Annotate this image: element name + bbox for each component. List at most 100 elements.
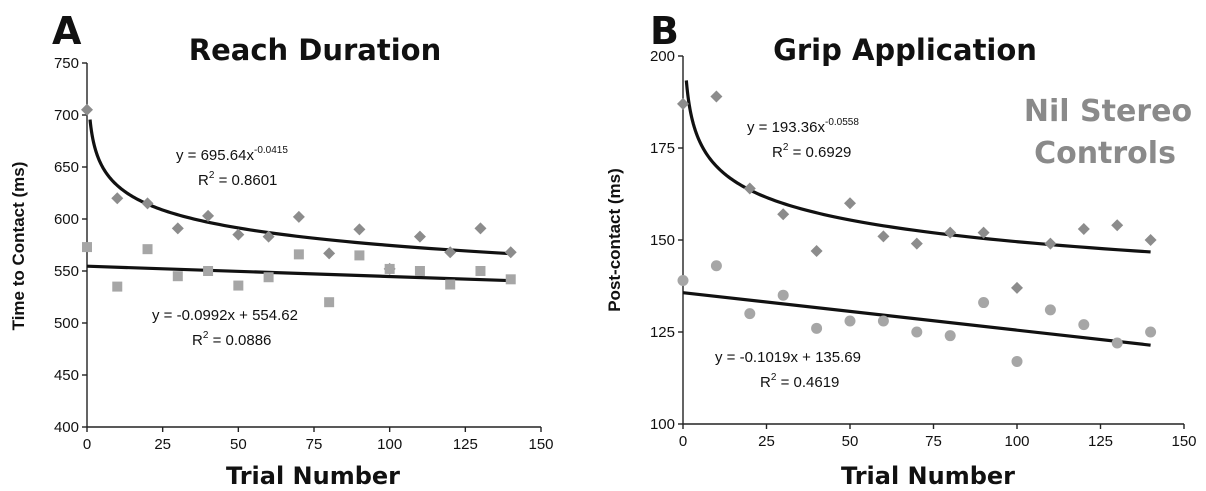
x-tick-label: 125 (1088, 433, 1113, 450)
data-point-diamond (171, 222, 184, 235)
x-tick-label: 50 (842, 433, 859, 450)
data-point-diamond (944, 226, 957, 239)
trendline-series-1 (684, 80, 1151, 254)
data-point-circle (677, 274, 689, 286)
r-squared-text-series-1: R2 = 0.8601 (198, 170, 277, 189)
data-point-square (324, 297, 335, 308)
data-point-circle (844, 315, 856, 327)
data-point-circle (944, 330, 956, 342)
data-points (81, 103, 517, 308)
x-tick-label: 100 (377, 436, 402, 453)
equation-base: y = -0.0992x + 554.62 (152, 307, 298, 324)
data-point-diamond (323, 247, 336, 260)
data-point-diamond (202, 209, 215, 222)
x-tick-label: 75 (925, 433, 942, 450)
r-squared-value: = 0.0886 (208, 332, 271, 349)
data-point-circle (744, 308, 756, 320)
y-tick-label: 100 (650, 416, 675, 433)
data-point-circle (1044, 304, 1056, 316)
trendline-series-2 (682, 291, 1151, 347)
y-tick-label: 200 (650, 48, 675, 65)
data-point-square (172, 271, 183, 282)
data-point-diamond (262, 230, 275, 243)
data-point-circle (1111, 337, 1123, 349)
data-point-square (203, 266, 214, 276)
equation-exponent: -0.0558 (825, 117, 859, 128)
data-point-square (414, 266, 425, 276)
trendline-series-2 (86, 264, 511, 283)
trendlines (86, 119, 511, 283)
r-squared-label: R (192, 332, 203, 349)
panel-b: B Grip Application Trial Number Post-con… (605, 9, 1197, 490)
data-point-diamond (710, 90, 723, 103)
data-point-diamond (1011, 281, 1023, 294)
data-point-square (112, 281, 123, 292)
x-tick-label: 25 (758, 433, 775, 450)
r-squared-label: R (198, 172, 209, 189)
equation-base: y = 193.36x (747, 119, 825, 136)
data-point-diamond (844, 197, 856, 210)
x-tick-label: 0 (83, 436, 91, 453)
data-point-square (445, 279, 456, 290)
data-point-square (354, 250, 365, 261)
r-squared-exponent: 2 (783, 142, 789, 153)
data-point-square (233, 280, 244, 291)
equation-text-series-1: y = 193.36x-0.0558 (747, 117, 859, 136)
data-point-diamond (977, 226, 990, 239)
data-point-square (384, 263, 395, 274)
equation-base: y = -0.1019x + 135.69 (715, 349, 861, 366)
r-squared-value: = 0.4619 (776, 374, 839, 391)
data-point-diamond (1044, 237, 1057, 250)
data-point-diamond (810, 245, 823, 258)
data-point-circle (811, 322, 823, 334)
data-point-diamond (910, 237, 923, 250)
equation-text-series-1: y = 695.64x-0.0415 (176, 145, 288, 164)
r-squared-label: R (760, 374, 771, 391)
annotation-line-1: Nil Stereo (1024, 94, 1192, 129)
data-point-diamond (1111, 219, 1124, 232)
data-point-circle (1078, 319, 1090, 331)
y-tick-label: 500 (54, 315, 79, 332)
equation-base: y = 695.64x (176, 147, 254, 164)
data-point-square (293, 249, 304, 260)
r-squared-label: R (772, 144, 783, 161)
chart-title: Grip Application (773, 33, 1037, 67)
y-tick-label: 750 (54, 55, 79, 72)
data-point-circle (877, 315, 889, 327)
data-point-square (475, 266, 486, 276)
data-point-square (263, 272, 274, 283)
data-point-diamond (141, 197, 154, 210)
y-tick-label: 600 (54, 211, 79, 228)
y-tick-label: 125 (650, 324, 675, 341)
r-squared-text-series-1: R2 = 0.6929 (772, 142, 851, 161)
x-tick-label: 25 (154, 436, 171, 453)
annotation-line-2: Controls (1034, 136, 1176, 171)
data-point-square (505, 274, 516, 285)
y-tick-label: 175 (650, 140, 675, 157)
data-point-diamond (353, 223, 366, 236)
panel-letter: A (52, 9, 82, 53)
equation-text-series-2: y = -0.1019x + 135.69 (715, 349, 861, 366)
data-point-circle (978, 297, 990, 309)
data-points (677, 90, 1157, 367)
x-tick-label: 150 (528, 436, 553, 453)
data-point-diamond (1077, 222, 1090, 235)
x-tick-label: 150 (1171, 433, 1196, 450)
trendlines (682, 80, 1151, 347)
data-point-diamond (111, 192, 124, 205)
data-point-diamond (292, 210, 305, 223)
r-squared-exponent: 2 (203, 330, 209, 341)
data-point-circle (710, 260, 722, 272)
x-tick-label: 100 (1004, 433, 1029, 450)
axes: 0 25 50 75 100 125 150 400 450 500 550 600 650 700 750 (54, 55, 554, 453)
data-point-diamond (474, 222, 487, 235)
r-squared-exponent: 2 (771, 372, 777, 383)
axes: 0 25 50 75 100 125 150 100 125 150 175 200 (650, 48, 1197, 450)
r-squared-value: = 0.6929 (788, 144, 851, 161)
data-point-diamond (743, 182, 756, 195)
data-point-circle (1145, 326, 1157, 338)
data-point-diamond (677, 97, 689, 110)
chart-title: Reach Duration (189, 33, 441, 67)
data-point-diamond (777, 208, 790, 221)
